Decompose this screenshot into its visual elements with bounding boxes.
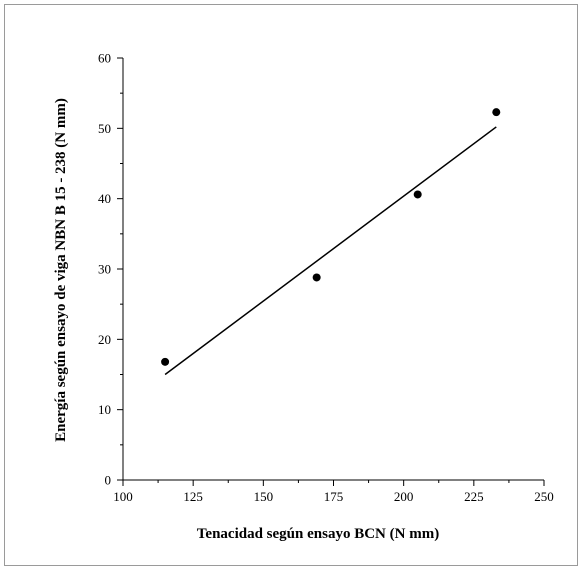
x-tick-label: 175 [324, 489, 344, 504]
data-point [413, 190, 422, 199]
y-tick-label: 40 [98, 191, 111, 206]
x-tick-label: 100 [113, 489, 133, 504]
chart-frame: 100 125 150 175 200 225 250 0 10 20 30 40 50 60 Tenac… [4, 4, 578, 566]
data-point [492, 108, 501, 117]
y-tick-label: 60 [98, 51, 111, 66]
scatter-chart: 100 125 150 175 200 225 250 0 10 20 30 40 50 60 Tenac… [53, 51, 554, 543]
data-points [161, 108, 501, 366]
y-tick-label: 10 [98, 402, 111, 417]
x-tick-label: 200 [394, 489, 414, 504]
y-axis-title: Energía según ensayo de viga NBN B 15 - … [53, 98, 69, 442]
x-tick-label: 250 [534, 489, 554, 504]
y-tick-label: 50 [98, 121, 111, 136]
data-point [161, 357, 170, 366]
data-point [312, 273, 321, 282]
fit-line [164, 126, 497, 376]
x-tick-label: 225 [464, 489, 484, 504]
x-axis-title: Tenacidad según ensayo BCN (N mm) [197, 526, 439, 542]
ticks: 100 125 150 175 200 225 250 0 10 20 30 40 50 60 [98, 51, 554, 505]
x-tick-label: 150 [254, 489, 274, 504]
x-tick-label: 125 [183, 489, 203, 504]
y-tick-label: 20 [98, 332, 111, 347]
y-tick-label: 30 [98, 262, 111, 277]
y-tick-label: 0 [105, 473, 112, 488]
axes [122, 58, 544, 481]
fit-line-group [164, 126, 497, 376]
